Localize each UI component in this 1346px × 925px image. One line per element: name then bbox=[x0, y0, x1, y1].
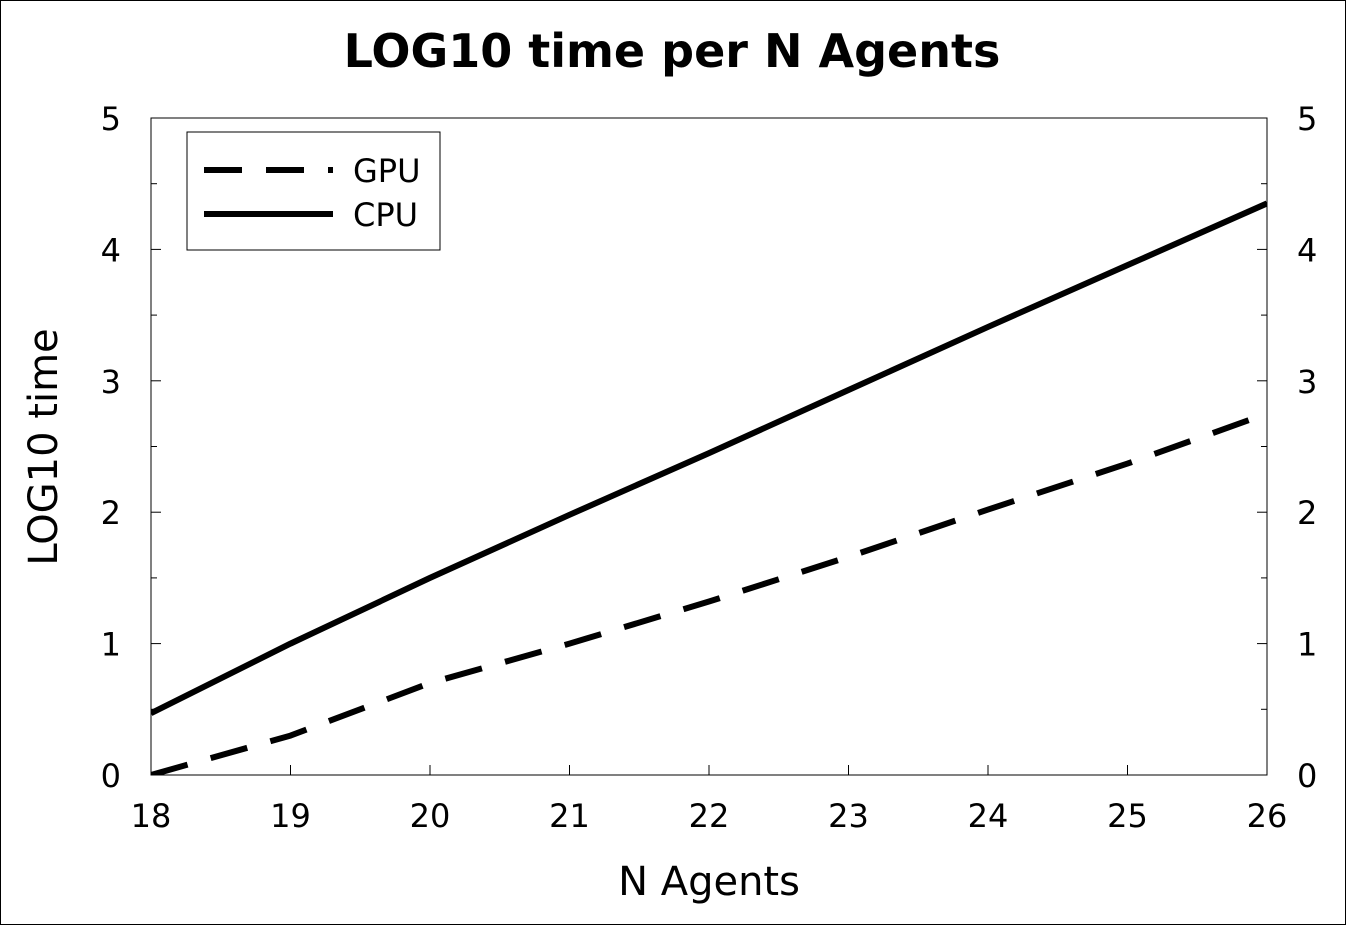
legend-box bbox=[186, 131, 441, 251]
x-axis-label: N Agents bbox=[618, 859, 800, 905]
y-axis-label: LOG10 time bbox=[21, 328, 67, 565]
legend: GPU CPU bbox=[186, 131, 441, 251]
y-tick-label-left: 1 bbox=[101, 626, 121, 664]
x-tick-label: 23 bbox=[828, 797, 869, 835]
y-tick-label-left: 3 bbox=[101, 363, 121, 401]
x-tick-label: 26 bbox=[1247, 797, 1288, 835]
series-line-gpu bbox=[151, 410, 1267, 775]
y-tick-label-right: 5 bbox=[1297, 100, 1317, 138]
y-tick-label-left: 4 bbox=[101, 231, 121, 269]
y-tick-label-right: 0 bbox=[1297, 757, 1317, 795]
chart-title: LOG10 time per N Agents bbox=[344, 24, 1001, 78]
x-tick-label: 22 bbox=[689, 797, 730, 835]
y-tick-label-right: 3 bbox=[1297, 363, 1317, 401]
x-tick-label: 25 bbox=[1107, 797, 1148, 835]
x-tick-label: 20 bbox=[410, 797, 451, 835]
x-tick-label: 19 bbox=[270, 797, 311, 835]
legend-label-gpu: GPU bbox=[353, 152, 421, 190]
y-tick-label-right: 2 bbox=[1297, 494, 1317, 532]
y-tick-label-right: 4 bbox=[1297, 231, 1317, 269]
x-tick-label: 24 bbox=[968, 797, 1009, 835]
y-tick-label-right: 1 bbox=[1297, 626, 1317, 664]
y-tick-label-left: 5 bbox=[101, 100, 121, 138]
tick-labels: 18 19 20 21 22 23 24 25 260 01 12 23 34 45 5 bbox=[101, 100, 1318, 835]
y-tick-label-left: 2 bbox=[101, 494, 121, 532]
series-lines bbox=[151, 200, 1267, 775]
x-tick-label: 18 bbox=[131, 797, 172, 835]
x-tick-label: 21 bbox=[549, 797, 590, 835]
y-tick-label-left: 0 bbox=[101, 757, 121, 795]
legend-label-cpu: CPU bbox=[353, 196, 418, 234]
series-line-cpu bbox=[151, 200, 1267, 716]
